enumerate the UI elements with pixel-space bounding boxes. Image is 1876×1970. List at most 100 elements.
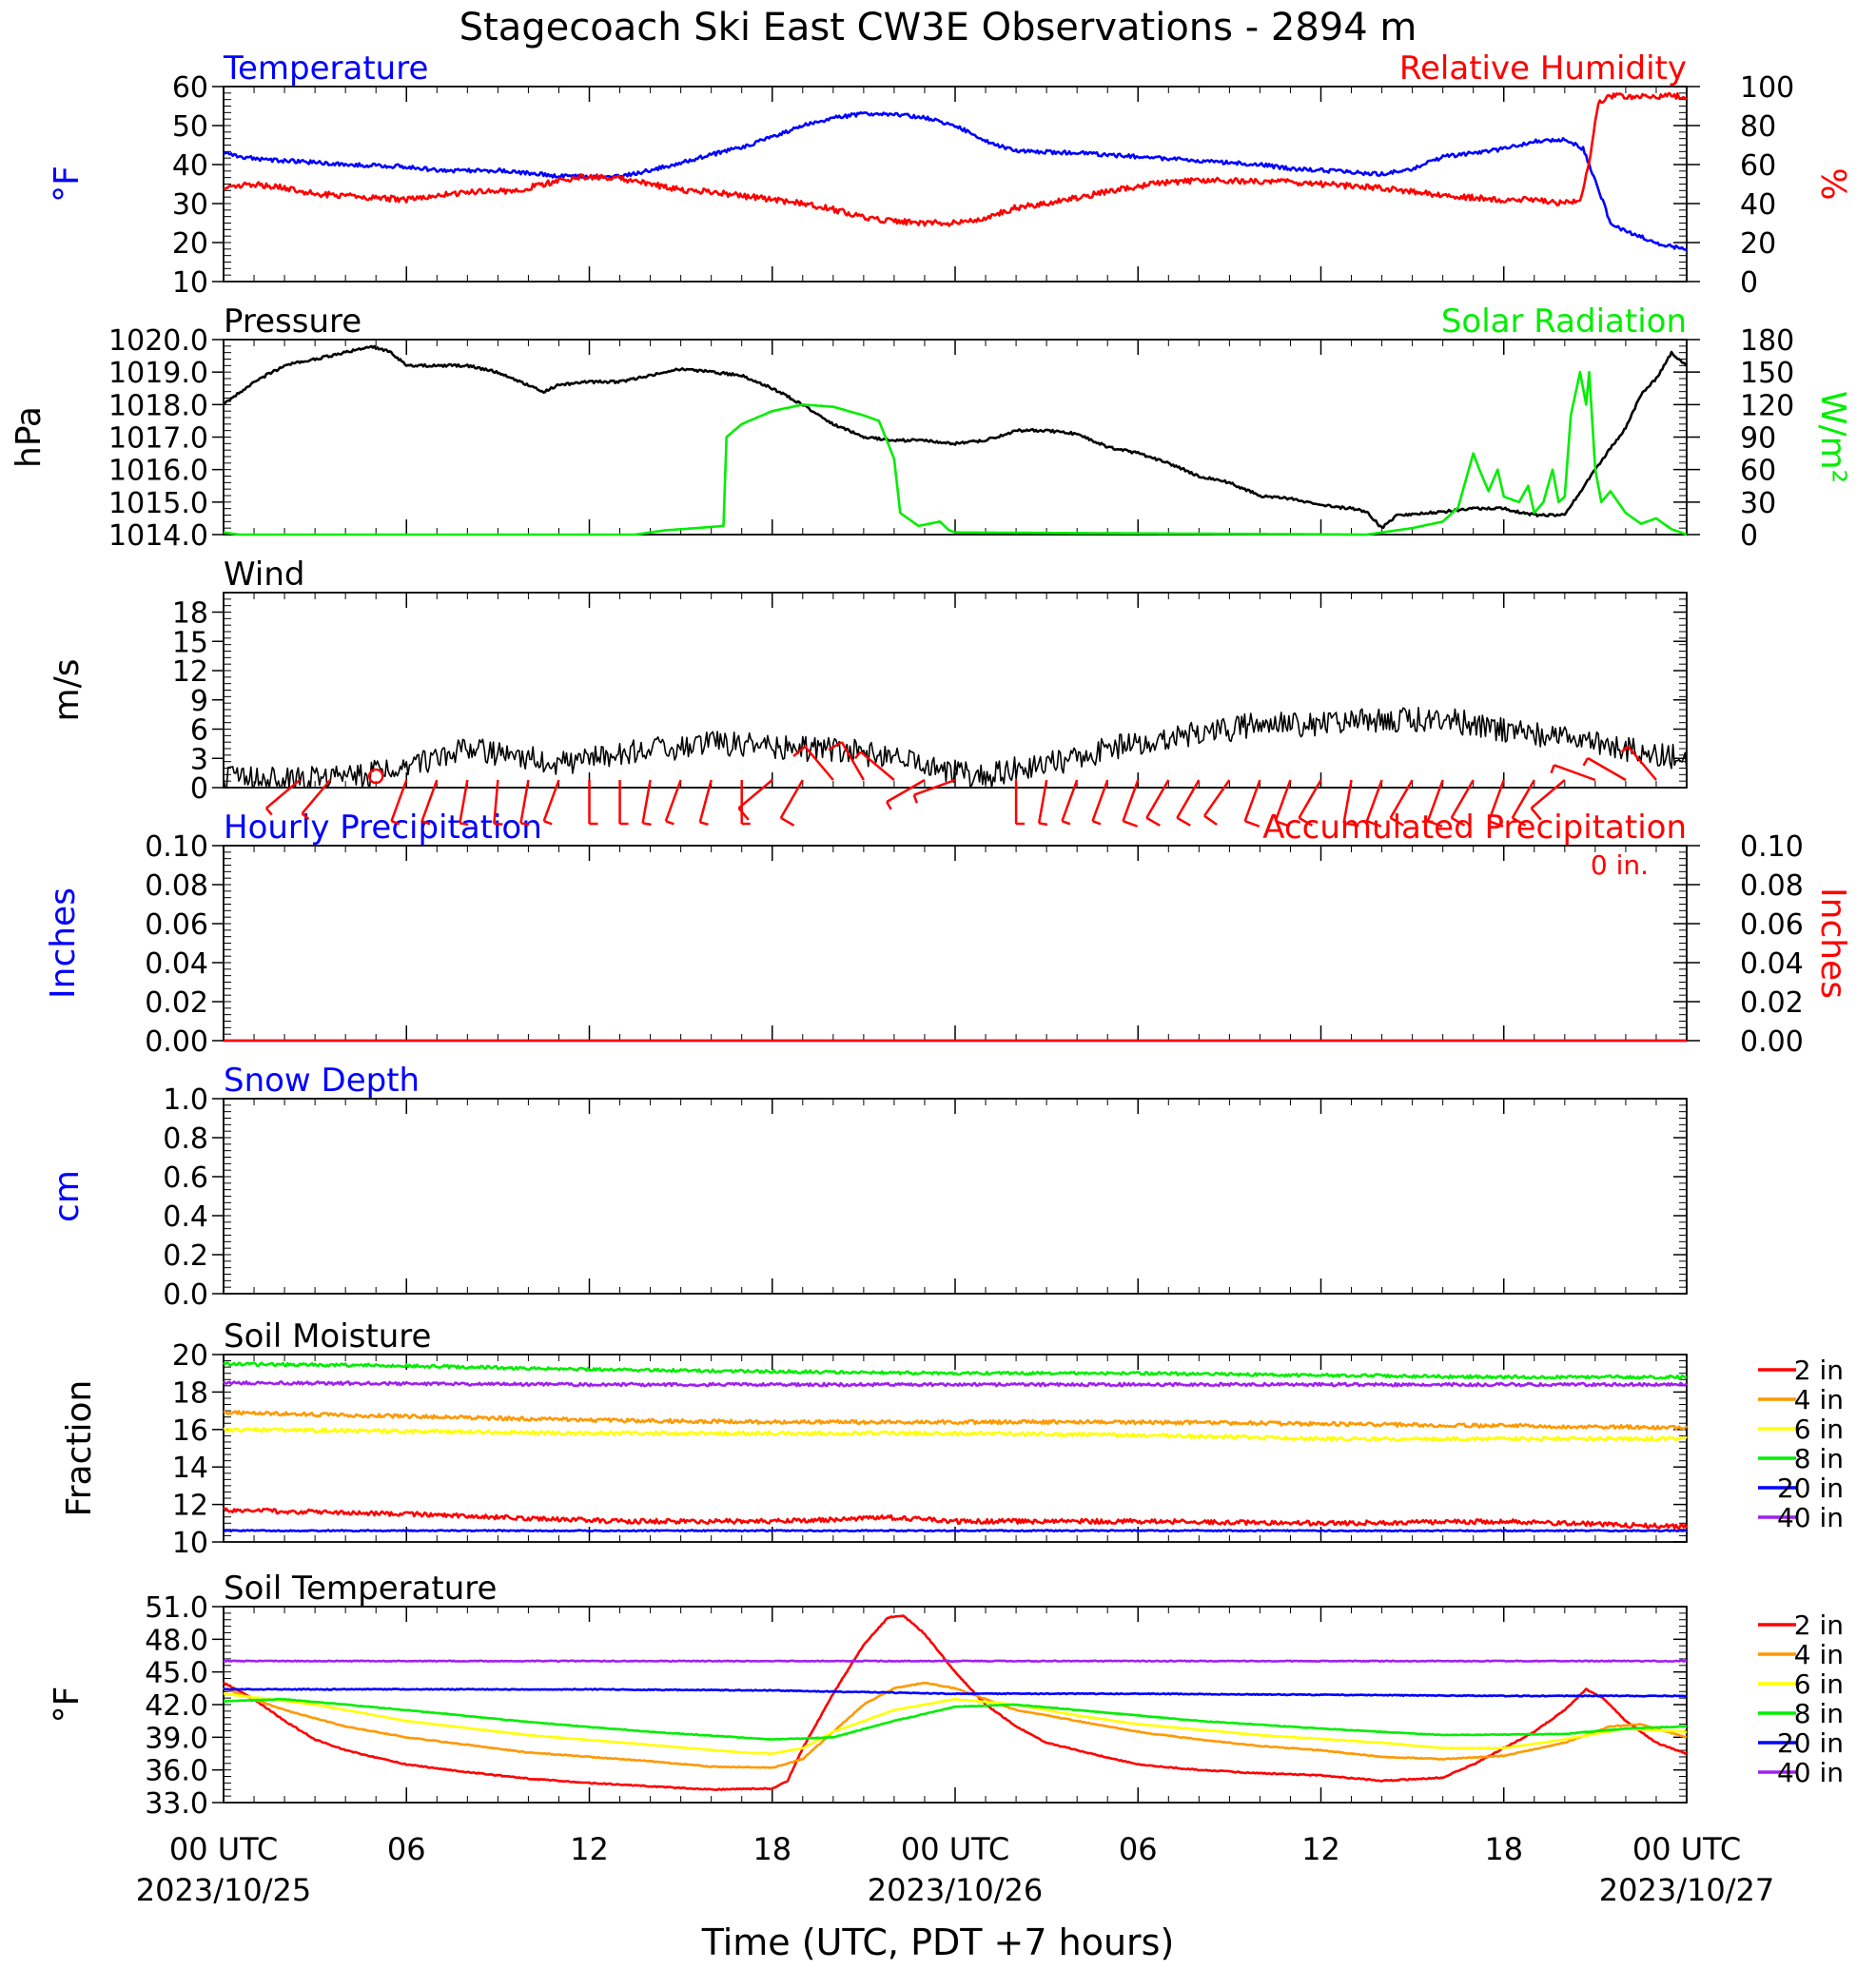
y-tick-label: 0.02	[145, 986, 208, 1020]
panel-title: Soil Temperature	[224, 1570, 497, 1608]
x-tick-date: 2023/10/25	[136, 1872, 311, 1908]
y-tick-label: 1018.0	[108, 389, 208, 422]
legend-label: 2 in	[1794, 1355, 1844, 1386]
legend-label: 6 in	[1794, 1414, 1844, 1445]
plot-frame	[223, 845, 1688, 1042]
y-right-axis-label: %	[1813, 167, 1852, 200]
y-tick-label: 39.0	[145, 1722, 208, 1755]
x-major-ticks	[223, 1607, 1688, 1803]
wind-barb	[698, 779, 713, 826]
y-tick-label: 51.0	[145, 1591, 208, 1625]
y-tick-label: 10	[172, 1527, 208, 1560]
panel-title: Wind	[224, 556, 304, 594]
y-tick-label: 18	[172, 1376, 208, 1410]
y-tick-label: 12	[172, 1490, 208, 1523]
wind-barb	[542, 779, 560, 826]
y-right-tick-label: 20	[1740, 227, 1776, 261]
wind-barb	[618, 780, 629, 826]
wind-barb	[1091, 779, 1109, 826]
legend-label: 6 in	[1794, 1668, 1844, 1700]
panel-title: Soil Moisture	[224, 1317, 431, 1356]
y-tick-label: 1019.0	[108, 357, 208, 390]
wind-barb	[740, 780, 751, 826]
y-right-tick-label: 0.06	[1740, 908, 1804, 942]
chart-title: Stagecoach Ski East CW3E Observations - …	[459, 6, 1417, 49]
wind-barb	[420, 779, 439, 826]
x-tick-label: 00 UTC	[901, 1831, 1009, 1867]
accumulated-annotation: 0 in.	[1591, 849, 1649, 881]
y-tick-label: 0.4	[163, 1200, 208, 1234]
wind-barb	[1582, 756, 1627, 782]
y-tick-label: 45.0	[145, 1657, 208, 1690]
panel-title: Snow Depth	[224, 1062, 420, 1100]
y-right-tick-label: 120	[1740, 389, 1794, 422]
series-line-2-in	[223, 1614, 1688, 1791]
x-tick-label: 06	[387, 1831, 426, 1867]
wind-barb	[1243, 779, 1261, 828]
y-right-tick-label: 0	[1740, 266, 1758, 300]
minor-ticks	[223, 845, 1688, 1042]
y-axis-label: Fraction	[60, 1380, 99, 1517]
panel-3: 0.10 0.08 0.06 0.04 0.02 0.00 0.10 0.08 0.06 0.04…	[44, 809, 1852, 1059]
plot-frame	[223, 86, 1688, 283]
plot-frame	[223, 339, 1688, 536]
y-tick-label: 30	[172, 188, 208, 222]
y-tick-label: 0.10	[145, 830, 208, 864]
y-tick-label: 1017.0	[108, 422, 208, 456]
series-line-8-in	[223, 1361, 1688, 1380]
y-right-tick-label: 0.04	[1740, 947, 1804, 981]
y-tick-label: 0	[190, 772, 208, 806]
y-tick-label: 9	[190, 685, 208, 718]
minor-ticks	[223, 339, 1688, 536]
wind-barb	[664, 779, 682, 826]
series-line-6-in	[223, 1426, 1688, 1442]
y-tick-label: 12	[172, 655, 208, 689]
legend-label: 8 in	[1794, 1698, 1844, 1729]
legend-label: 40 in	[1777, 1757, 1844, 1788]
y-tick-label: 0.0	[163, 1278, 208, 1312]
legend-label: 20 in	[1777, 1727, 1844, 1759]
y-tick-label: 1014.0	[108, 519, 208, 553]
x-tick-label: 12	[570, 1831, 609, 1867]
minor-ticks	[223, 86, 1688, 283]
wind-barb	[301, 779, 332, 820]
wind-barb	[1274, 779, 1292, 828]
wind-barb	[1037, 779, 1048, 827]
wind-barb	[1014, 780, 1026, 826]
wind-barb	[264, 779, 301, 816]
wind-barb	[1530, 779, 1566, 821]
legend-label: 40 in	[1777, 1502, 1844, 1533]
y-right-tick-label: 0.00	[1740, 1025, 1804, 1059]
x-major-ticks	[223, 1099, 1688, 1294]
series-line-wind	[223, 707, 1688, 789]
y-tick-label: 50	[172, 110, 208, 144]
y-right-tick-label: 100	[1740, 71, 1794, 105]
y-tick-label: 0.8	[163, 1122, 208, 1156]
y-tick-label: 33.0	[145, 1787, 208, 1821]
plot-frame	[223, 1354, 1688, 1543]
wind-barbs	[264, 741, 1657, 828]
series-line-4-in	[223, 1410, 1689, 1431]
y-tick-label: 40	[172, 149, 208, 183]
y-axis-label: cm	[48, 1170, 87, 1222]
y-right-tick-label: 0	[1740, 519, 1758, 553]
panel-title: Temperature	[223, 49, 428, 88]
y-tick-label: 1016.0	[108, 455, 208, 488]
panel-1: 1020.01019.01018.01017.01016.01015.01014…	[10, 302, 1852, 553]
legend-label: 2 in	[1794, 1609, 1844, 1641]
y-right-axis-label: Inches	[1813, 887, 1852, 999]
wind-barb	[641, 779, 652, 827]
x-tick-label: 06	[1119, 1831, 1158, 1867]
y-axis-label: °F	[48, 1687, 87, 1724]
legend-label: 4 in	[1794, 1384, 1844, 1415]
y-tick-label: 3	[190, 743, 208, 776]
y-tick-label: 0.6	[163, 1161, 208, 1195]
y-tick-label: 20	[172, 227, 208, 261]
y-tick-label: 0.04	[145, 947, 208, 981]
x-tick-label: 18	[1484, 1831, 1523, 1867]
wind-barb	[886, 778, 926, 810]
wind-barb	[779, 779, 804, 827]
